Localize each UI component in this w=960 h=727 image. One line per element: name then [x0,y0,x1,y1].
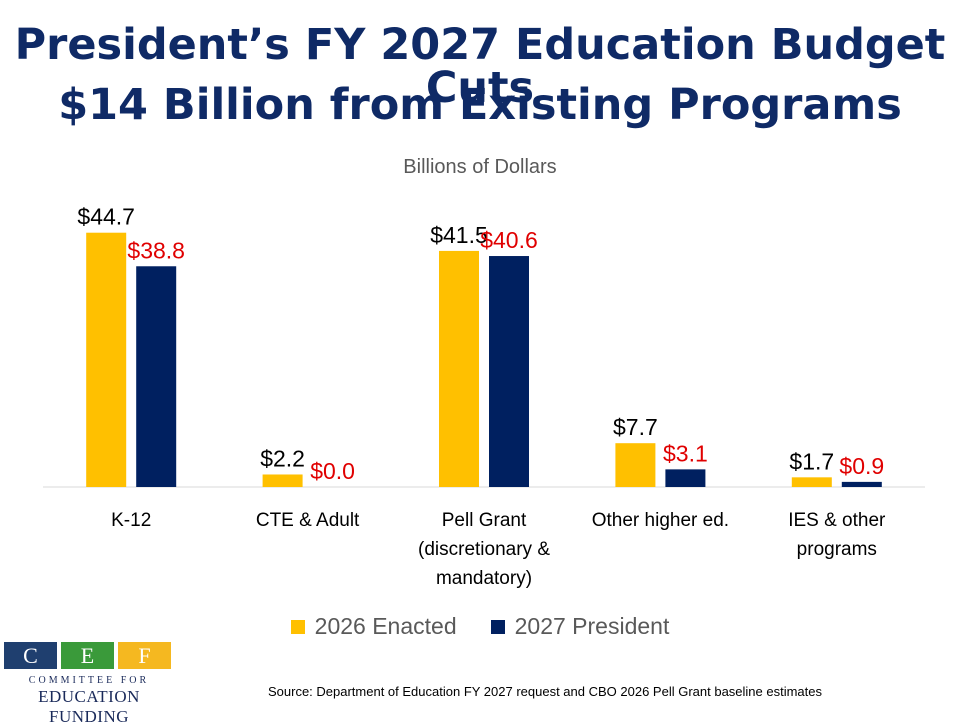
chart-legend: 2026 Enacted 2027 President [0,613,960,640]
legend-item-2027-president: 2027 President [490,613,670,640]
data-label-2026-enacted-3: $7.7 [613,414,658,440]
bar-2026-enacted-3 [615,443,656,487]
category-label-2-line-0: Pell Grant [442,510,527,531]
data-label-2026-enacted-2: $41.5 [430,222,488,248]
data-label-2026-enacted-4: $1.7 [789,448,834,474]
logo-text-line-1: COMMITTEE FOR [28,675,150,686]
logo-letter-boxes: C E F [4,642,174,669]
bar-2026-enacted-4 [791,477,832,487]
legend-label-2027-president: 2027 President [514,613,670,639]
category-label-2-line-1: (discretionary & [418,539,550,560]
data-label-2027-president-2: $40.6 [480,227,538,253]
legend-item-2026-enacted: 2026 Enacted [290,613,457,640]
data-label-2027-president-0: $38.8 [127,237,185,263]
bar-2027-president-2 [489,256,529,487]
chart-title-line-1: President’s FY 2027 Education Budget Cut… [14,20,946,113]
bar-2027-president-3 [665,469,706,487]
data-label-2027-president-4: $0.9 [839,453,884,479]
data-label-2026-enacted-1: $2.2 [260,445,305,471]
logo-box-e: E [61,642,114,669]
bar-2027-president-0 [136,266,177,487]
category-label-3-line-0: Other higher ed. [592,510,729,531]
bar-2027-president-4 [841,481,882,487]
data-label-2026-enacted-0: $44.7 [77,204,135,230]
chart-title-line-2: $14 Billion from Existing Programs [58,80,902,130]
category-label-1-line-0: CTE & Adult [256,510,360,531]
data-label-2027-president-3: $3.1 [663,440,708,466]
bar-chart: $44.7 $38.8 K-12 $2.2 $0.0 CTE & Adult $41.5$4… [43,204,925,589]
category-label-0-line-0: K-12 [111,510,151,531]
chart-subtitle: Billions of Dollars [403,156,557,178]
category-label-4-line-1: programs [797,539,877,560]
legend-swatch-2026-enacted [290,619,305,634]
bar-2026-enacted-1 [262,474,303,487]
category-label-4-line-0: IES & other [788,510,886,531]
category-label-2-line-2: mandatory) [436,568,532,589]
source-note: Source: Department of Education FY 2027 … [267,684,823,699]
legend-label-2026-enacted: 2026 Enacted [314,613,457,639]
logo-box-c: C [4,642,57,669]
bar-2026-enacted-2 [439,250,479,487]
logo-box-f: F [118,642,171,669]
legend-swatch-2027-president [490,619,505,634]
bar-2026-enacted-0 [86,232,127,487]
data-label-2027-president-1: $0.0 [310,458,355,484]
